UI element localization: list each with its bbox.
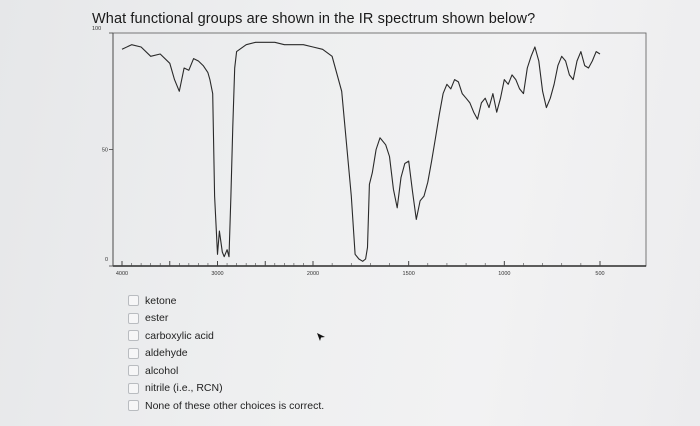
x-tick-label: 1000 bbox=[498, 271, 510, 277]
checkbox[interactable] bbox=[128, 365, 139, 377]
option-alcohol[interactable]: alcohol bbox=[128, 362, 324, 380]
plot-frame bbox=[112, 32, 647, 267]
option-label: alcohol bbox=[145, 364, 179, 377]
option-ester[interactable]: ester bbox=[128, 310, 324, 328]
x-tick-label: 3000 bbox=[211, 271, 223, 277]
question-text: What functional groups are shown in the … bbox=[92, 11, 536, 27]
option-label: nitrile (i.e., RCN) bbox=[145, 382, 223, 395]
mouse-pointer-icon bbox=[317, 333, 325, 341]
option-label: carboxylic acid bbox=[145, 329, 214, 342]
y-tick-label: 100 bbox=[92, 26, 101, 32]
checkbox[interactable] bbox=[128, 295, 139, 307]
x-tick-label: 500 bbox=[595, 271, 604, 277]
y-tick-label: 50 bbox=[102, 148, 108, 154]
option-label: ketone bbox=[145, 294, 177, 307]
checkbox[interactable] bbox=[128, 347, 139, 359]
checkbox[interactable] bbox=[128, 312, 139, 324]
option-nitrile[interactable]: nitrile (i.e., RCN) bbox=[128, 380, 324, 398]
option-label: aldehyde bbox=[145, 347, 188, 360]
option-aldehyde[interactable]: aldehyde bbox=[128, 345, 324, 363]
option-carboxylic-acid[interactable]: carboxylic acid bbox=[128, 327, 324, 345]
x-tick-label: 2000 bbox=[307, 271, 319, 277]
option-label: ester bbox=[145, 312, 169, 325]
x-tick-label: 1500 bbox=[403, 271, 415, 277]
option-label: None of these other choices is correct. bbox=[145, 399, 325, 412]
option-none-of-these[interactable]: None of these other choices is correct. bbox=[128, 397, 324, 415]
checkbox[interactable] bbox=[128, 330, 139, 342]
option-ketone[interactable]: ketone bbox=[128, 292, 324, 310]
checkbox[interactable] bbox=[128, 382, 139, 394]
x-tick-label: 4000 bbox=[116, 271, 128, 277]
answer-options: ketone ester carboxylic acid aldehyde al… bbox=[128, 292, 324, 415]
spectrum-trace bbox=[121, 41, 601, 262]
y-tick-label: 0 bbox=[105, 257, 108, 263]
checkbox[interactable] bbox=[128, 400, 139, 412]
